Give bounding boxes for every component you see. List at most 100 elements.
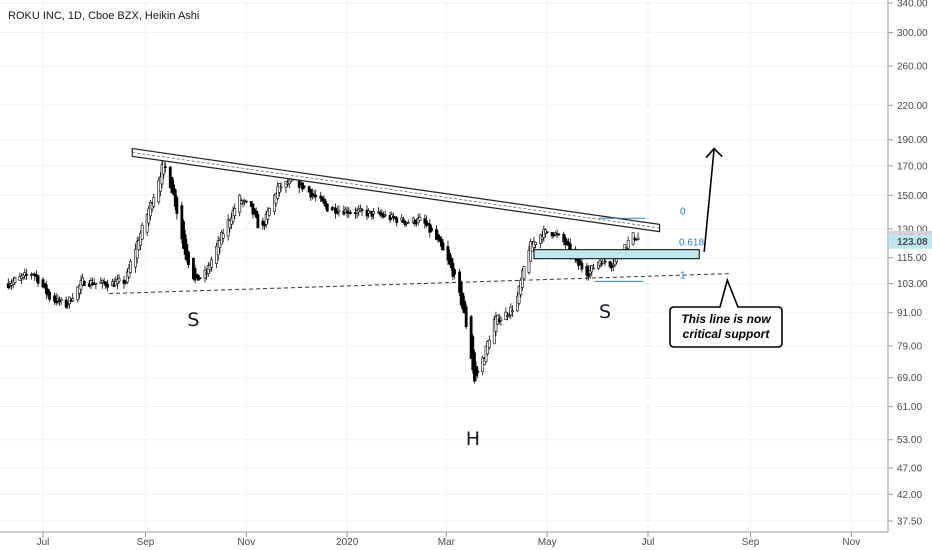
callout-bubble [669, 277, 783, 348]
candle-up [129, 261, 133, 273]
candle-up [117, 278, 121, 282]
fib-0618-box [533, 249, 700, 260]
chart-title: ROKU INC, 1D, Cboe BZX, Heikin Ashi [8, 10, 199, 22]
candle-down [360, 209, 364, 212]
candle-up [636, 237, 640, 240]
resistance-midline [132, 152, 660, 229]
candle-up [71, 298, 75, 302]
y-tick-label: 42.00 [897, 490, 922, 501]
candle-up [487, 339, 491, 348]
candle-down [124, 281, 128, 284]
candle-down [464, 306, 468, 327]
y-tick-label: 91.00 [897, 308, 922, 319]
target-arrow-head [705, 147, 723, 159]
candle-up [140, 224, 144, 240]
x-tick-label: Sep [742, 537, 760, 548]
y-tick-label: 300.00 [897, 28, 928, 39]
fib-label-1: 1 [680, 270, 686, 281]
candle-down [187, 251, 190, 265]
candle-down [36, 275, 40, 284]
candle-down [175, 197, 179, 214]
candle-up [221, 233, 225, 239]
pattern-label-right-shoulder: S [599, 301, 611, 323]
grid [0, 0, 888, 532]
y-tick-label: 79.00 [897, 341, 922, 352]
time-axis[interactable]: Jul Sep Nov 2020 Mar May Jul Sep Nov [37, 532, 861, 548]
candle-down [453, 269, 456, 275]
y-tick-label: 53.00 [897, 435, 922, 446]
candle-down [25, 273, 28, 276]
candle-up [383, 214, 387, 217]
candle-down [325, 203, 329, 212]
candle-down [349, 212, 352, 214]
candle-up [534, 242, 537, 245]
drawing-layer [131, 147, 783, 348]
candle-up [268, 207, 271, 216]
fib-label-0618: 0.618 [679, 238, 704, 249]
candle-down [441, 242, 445, 251]
candle-down [82, 281, 86, 286]
candle-down [314, 194, 318, 198]
callout-line-1: This line is now [681, 312, 771, 326]
y-tick-label: 103.00 [897, 279, 928, 290]
y-tick-label: 130.00 [897, 224, 928, 235]
y-tick-label: 170.00 [897, 161, 928, 172]
y-tick-label: 47.00 [897, 463, 922, 474]
price-label-value: 123.08 [897, 237, 928, 248]
y-tick-label: 220.00 [897, 101, 928, 112]
y-tick-label: 190.00 [897, 135, 928, 146]
candle-up [337, 210, 341, 213]
candle-down [302, 185, 306, 188]
target-arrow [703, 148, 715, 252]
callout-line-2: critical support [683, 327, 771, 341]
neckline-layer [109, 273, 731, 295]
price-axis[interactable]: 340.00 300.00 260.00 220.00 190.00 170.00 150.… [888, 0, 932, 528]
candle-up [522, 265, 526, 280]
fib-label-0: 0 [680, 206, 686, 217]
candle-up [592, 267, 595, 270]
candle-up [233, 208, 237, 217]
candle-up [59, 298, 63, 302]
candle-down [430, 227, 433, 232]
candle-up [626, 240, 630, 249]
candle-up [210, 259, 214, 268]
x-tick-label: Mar [438, 537, 456, 548]
x-tick-label: 2020 [336, 537, 359, 548]
candle-up [94, 282, 98, 285]
candle-series [6, 159, 640, 384]
candle-up [372, 211, 376, 215]
candle-down [603, 260, 607, 263]
candle-down [256, 214, 260, 229]
y-tick-label: 260.00 [897, 62, 928, 73]
candle-up [13, 277, 17, 284]
pattern-label-left-shoulder: S [187, 309, 199, 331]
candle-down [545, 231, 549, 234]
candle-down [48, 291, 52, 300]
x-tick-label: Nov [842, 537, 860, 548]
x-tick-label: Sep [137, 537, 155, 548]
candle-up [499, 318, 503, 321]
candle-down [106, 283, 109, 288]
y-tick-label: 340.00 [897, 0, 928, 10]
candle-down [244, 200, 248, 203]
y-tick-label: 150.00 [897, 191, 928, 202]
x-tick-label: Jul [642, 537, 655, 548]
candle-up [418, 216, 422, 221]
candle-down [557, 233, 561, 236]
candle-up [152, 197, 156, 207]
x-tick-label: May [538, 537, 557, 548]
y-tick-label: 69.00 [897, 373, 922, 384]
y-tick-label: 115.00 [897, 253, 927, 264]
neckline-dashed [109, 273, 731, 295]
x-tick-label: Jul [37, 537, 50, 548]
candle-up [506, 315, 509, 317]
price-label-box [889, 234, 932, 249]
candle-up [279, 186, 283, 189]
candle-down [580, 262, 584, 270]
candle-down [476, 370, 480, 373]
candle-down [163, 166, 167, 168]
x-tick-label: Nov [237, 537, 255, 548]
candle-up [492, 319, 496, 345]
candle-down [198, 277, 202, 279]
